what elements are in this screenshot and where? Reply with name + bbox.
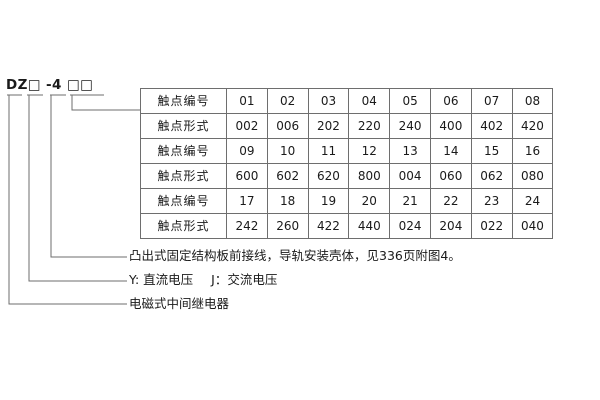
table-cell: 02 (266, 88, 309, 114)
table-cell: 402 (470, 113, 513, 139)
table-cell: 08 (511, 88, 554, 114)
leader-line-table (71, 95, 140, 111)
table-cell: 602 (266, 163, 309, 189)
table-cell: 002 (226, 113, 268, 139)
table-cell: 240 (389, 113, 431, 139)
table-row: 触点形式 600 602 620 800 004 060 062 080 (140, 163, 554, 189)
table-cell: 062 (470, 163, 513, 189)
table-cell: 16 (511, 138, 554, 164)
table-cell: 01 (226, 88, 268, 114)
table-row: 触点编号 09 10 11 12 13 14 15 16 (140, 138, 554, 164)
table-cell: 006 (266, 113, 309, 139)
table-cell: 05 (389, 88, 431, 114)
table-cell: 06 (429, 88, 472, 114)
row-header: 触点形式 (140, 113, 227, 139)
table-cell: 03 (307, 88, 350, 114)
table-cell: 024 (389, 213, 431, 239)
annotation-text: 电磁式中间继电器 (129, 296, 230, 311)
row-header: 触点编号 (140, 88, 227, 114)
table-cell: 20 (348, 188, 391, 214)
table-cell: 040 (511, 213, 554, 239)
table-cell: 14 (429, 138, 472, 164)
table-cell: 422 (307, 213, 350, 239)
table-cell: 24 (511, 188, 554, 214)
table-cell: 260 (266, 213, 309, 239)
table-cell: 004 (389, 163, 431, 189)
leader-line-annotation-0 (50, 95, 127, 258)
table-row: 触点形式 002 006 202 220 240 400 402 420 (140, 113, 554, 139)
table-cell: 17 (226, 188, 268, 214)
table-cell: 204 (429, 213, 472, 239)
annotation-structure-note: 凸出式固定结构板前接线，导轨安装壳体，见336页附图4。 (129, 248, 461, 263)
table-cell: 19 (307, 188, 350, 214)
table-cell: 202 (307, 113, 350, 139)
table-cell: 060 (429, 163, 472, 189)
model-code-label: DZ□ -4 □□ (6, 77, 94, 93)
row-header: 触点编号 (140, 188, 227, 214)
table-cell: 12 (348, 138, 391, 164)
table-cell: 220 (348, 113, 391, 139)
row-header: 触点形式 (140, 213, 227, 239)
table-cell: 22 (429, 188, 472, 214)
table-cell: 23 (470, 188, 513, 214)
table-cell: 600 (226, 163, 268, 189)
table-cell: 18 (266, 188, 309, 214)
contact-spec-table: 触点编号 01 02 03 04 05 06 07 08 触点形式 002 00… (140, 88, 554, 239)
table-cell: 13 (389, 138, 431, 164)
table-row: 触点编号 01 02 03 04 05 06 07 08 (140, 88, 554, 114)
table-cell: 04 (348, 88, 391, 114)
annotation-text-ac: J：交流电压 (211, 272, 278, 287)
table-cell: 080 (511, 163, 554, 189)
annotation-relay-type: 电磁式中间继电器 (129, 296, 230, 311)
table-cell: 09 (226, 138, 268, 164)
annotation-text: 凸出式固定结构板前接线，导轨安装壳体，见336页附图4。 (129, 248, 461, 263)
row-header: 触点形式 (140, 163, 227, 189)
table-cell: 420 (511, 113, 554, 139)
table-cell: 620 (307, 163, 350, 189)
leader-line-annotation-1 (28, 95, 127, 282)
table-cell: 11 (307, 138, 350, 164)
table-cell: 400 (429, 113, 472, 139)
table-cell: 07 (470, 88, 513, 114)
table-cell: 10 (266, 138, 309, 164)
leader-line-annotation-2 (8, 95, 127, 305)
table-row: 触点形式 242 260 422 440 024 204 022 040 (140, 213, 554, 239)
table-cell: 21 (389, 188, 431, 214)
annotation-voltage-note: Y: 直流电压 J：交流电压 (129, 272, 278, 287)
table-cell: 440 (348, 213, 391, 239)
table-row: 触点编号 17 18 19 20 21 22 23 24 (140, 188, 554, 214)
table-cell: 800 (348, 163, 391, 189)
table-cell: 15 (470, 138, 513, 164)
table-cell: 022 (470, 213, 513, 239)
row-header: 触点编号 (140, 138, 227, 164)
annotation-text-dc: Y: 直流电压 (129, 272, 194, 287)
table-cell: 242 (226, 213, 268, 239)
